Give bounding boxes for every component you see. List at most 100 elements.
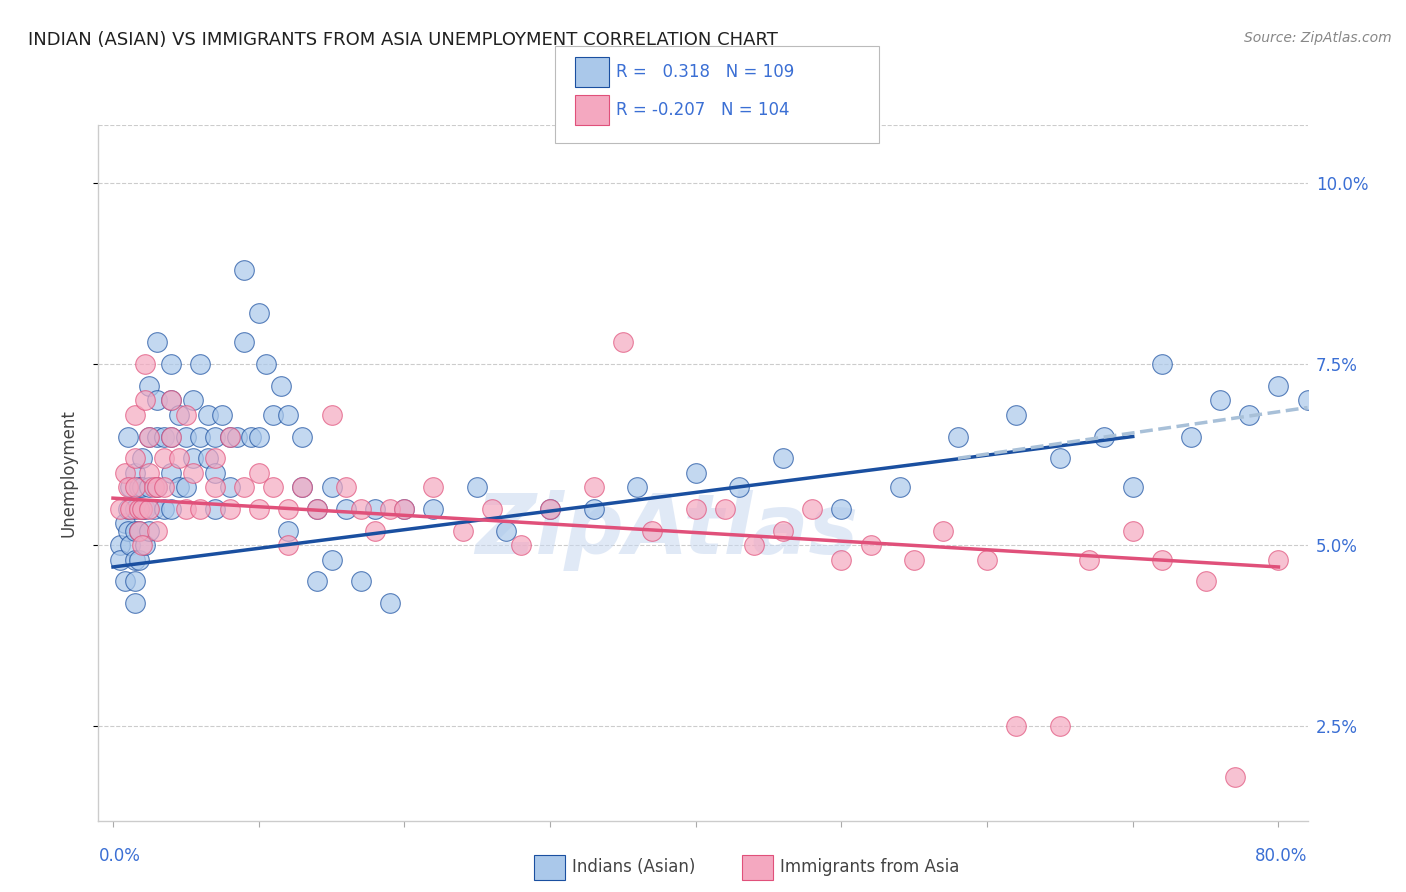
Point	[124, 574, 146, 589]
Point	[114, 574, 136, 589]
Point	[160, 502, 183, 516]
Point	[124, 480, 146, 494]
Point	[190, 357, 212, 371]
Point	[538, 502, 561, 516]
Point	[305, 502, 328, 516]
Point	[145, 393, 167, 408]
Point	[138, 466, 160, 480]
Point	[350, 574, 373, 589]
Point	[247, 466, 270, 480]
Point	[1005, 719, 1028, 733]
Point	[138, 480, 160, 494]
Point	[262, 480, 284, 494]
Point	[1150, 357, 1173, 371]
Point	[190, 429, 212, 443]
Point	[181, 466, 204, 480]
Text: R =   0.318   N = 109: R = 0.318 N = 109	[616, 63, 794, 81]
Point	[160, 466, 183, 480]
Text: INDIAN (ASIAN) VS IMMIGRANTS FROM ASIA UNEMPLOYMENT CORRELATION CHART: INDIAN (ASIAN) VS IMMIGRANTS FROM ASIA U…	[28, 31, 778, 49]
Point	[160, 357, 183, 371]
Point	[626, 480, 648, 494]
Point	[1122, 524, 1144, 538]
Point	[422, 480, 444, 494]
Point	[153, 429, 176, 443]
Point	[204, 480, 226, 494]
Point	[110, 502, 132, 516]
Point	[128, 480, 150, 494]
Point	[128, 524, 150, 538]
Point	[1049, 451, 1071, 466]
Point	[218, 429, 240, 443]
Point	[124, 502, 146, 516]
Point	[181, 451, 204, 466]
Point	[946, 429, 969, 443]
Point	[394, 502, 416, 516]
Point	[134, 502, 156, 516]
Point	[233, 263, 256, 277]
Point	[1194, 574, 1216, 589]
Point	[254, 357, 277, 371]
Point	[117, 480, 139, 494]
Text: Immigrants from Asia: Immigrants from Asia	[780, 858, 960, 876]
Point	[120, 538, 142, 552]
Point	[225, 429, 247, 443]
Point	[1122, 480, 1144, 494]
Point	[160, 393, 183, 408]
Point	[291, 480, 314, 494]
Point	[305, 502, 328, 516]
Point	[321, 408, 343, 422]
Text: ZipAtlas: ZipAtlas	[475, 491, 858, 571]
Point	[110, 552, 132, 567]
Point	[305, 574, 328, 589]
Point	[167, 480, 190, 494]
Point	[124, 408, 146, 422]
Point	[270, 379, 292, 393]
Point	[145, 480, 167, 494]
Point	[138, 429, 160, 443]
Point	[197, 451, 219, 466]
Point	[204, 451, 226, 466]
Point	[801, 502, 824, 516]
Text: 0.0%: 0.0%	[98, 847, 141, 865]
Point	[714, 502, 737, 516]
Point	[114, 466, 136, 480]
Point	[160, 429, 183, 443]
Point	[335, 480, 357, 494]
Y-axis label: Unemployment: Unemployment	[59, 409, 77, 537]
Point	[174, 429, 197, 443]
Point	[1267, 379, 1289, 393]
Point	[153, 480, 176, 494]
Point	[233, 480, 256, 494]
Point	[1296, 393, 1319, 408]
Point	[142, 480, 165, 494]
Point	[394, 502, 416, 516]
Point	[976, 552, 998, 567]
Point	[131, 502, 153, 516]
Point	[204, 429, 226, 443]
Point	[153, 502, 176, 516]
Point	[167, 408, 190, 422]
Point	[131, 451, 153, 466]
Point	[160, 393, 183, 408]
Point	[218, 502, 240, 516]
Point	[1209, 393, 1232, 408]
Point	[218, 429, 240, 443]
Point	[211, 408, 233, 422]
Point	[110, 538, 132, 552]
Point	[204, 466, 226, 480]
Point	[277, 538, 299, 552]
Point	[117, 524, 139, 538]
Point	[685, 466, 707, 480]
Point	[321, 480, 343, 494]
Point	[145, 480, 167, 494]
Point	[1005, 408, 1028, 422]
Point	[1092, 429, 1115, 443]
Point	[124, 451, 146, 466]
Point	[481, 502, 503, 516]
Point	[1239, 408, 1261, 422]
Text: 80.0%: 80.0%	[1256, 847, 1308, 865]
Point	[145, 335, 167, 350]
Point	[1223, 770, 1246, 784]
Point	[291, 429, 314, 443]
Point	[247, 429, 270, 443]
